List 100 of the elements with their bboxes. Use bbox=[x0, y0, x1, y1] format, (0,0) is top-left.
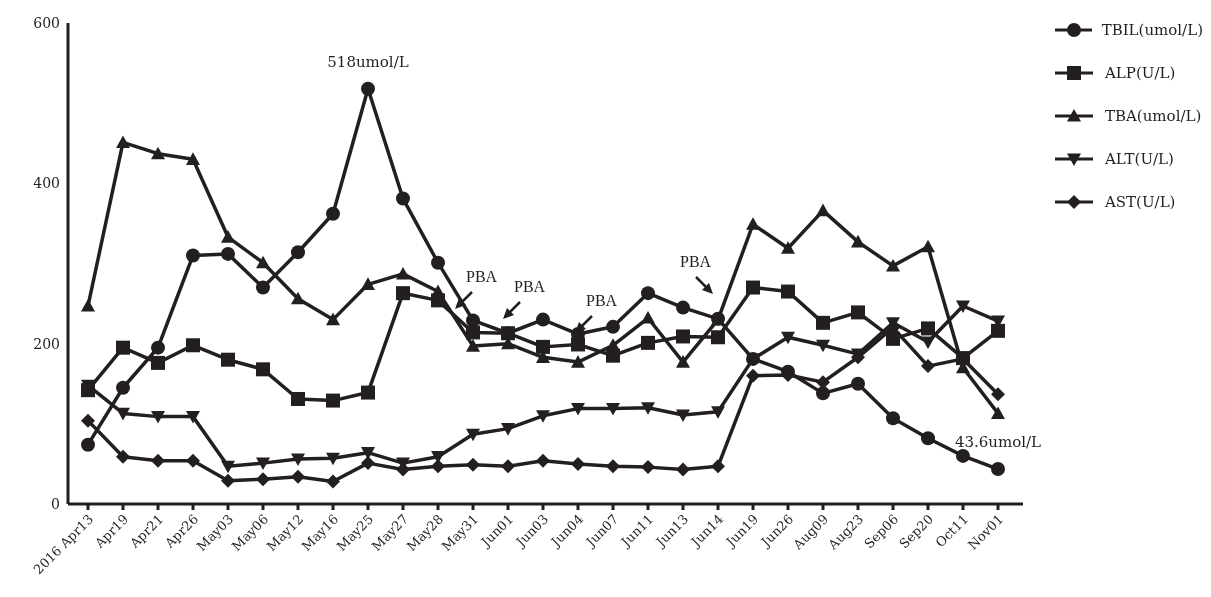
point bbox=[501, 326, 515, 341]
point bbox=[851, 376, 865, 391]
point bbox=[431, 459, 445, 474]
point bbox=[291, 469, 305, 484]
point bbox=[116, 135, 130, 149]
point bbox=[221, 460, 235, 474]
point bbox=[641, 402, 655, 415]
y-tick-label: 600 bbox=[33, 14, 60, 31]
point bbox=[851, 305, 865, 320]
point bbox=[641, 286, 655, 301]
point bbox=[81, 437, 95, 452]
point bbox=[361, 277, 375, 290]
point bbox=[186, 338, 200, 353]
point bbox=[291, 453, 305, 467]
point bbox=[606, 459, 620, 474]
point bbox=[921, 359, 935, 374]
point bbox=[256, 472, 270, 487]
point bbox=[326, 452, 340, 466]
point bbox=[326, 312, 340, 326]
point bbox=[291, 391, 305, 406]
point bbox=[396, 286, 410, 301]
point bbox=[921, 431, 935, 446]
point bbox=[816, 386, 830, 401]
point bbox=[151, 146, 165, 160]
point bbox=[221, 473, 235, 488]
point bbox=[746, 217, 760, 230]
point bbox=[536, 339, 550, 354]
point bbox=[466, 457, 480, 472]
point bbox=[816, 203, 830, 217]
point bbox=[641, 460, 655, 475]
point bbox=[116, 340, 130, 355]
point bbox=[256, 457, 270, 471]
point bbox=[921, 239, 935, 253]
point bbox=[466, 428, 480, 442]
point bbox=[571, 337, 585, 352]
point bbox=[816, 315, 830, 330]
point bbox=[676, 329, 690, 344]
point bbox=[816, 339, 830, 353]
point bbox=[151, 355, 165, 370]
point bbox=[781, 284, 795, 299]
point bbox=[221, 246, 235, 261]
point bbox=[536, 312, 550, 327]
point bbox=[606, 403, 620, 416]
point bbox=[326, 206, 340, 221]
y-tick-label: 400 bbox=[33, 175, 60, 192]
point bbox=[291, 245, 305, 260]
point bbox=[606, 338, 620, 351]
legend-label: TBIL(umol/L) bbox=[1101, 20, 1203, 39]
annotation: PBA bbox=[680, 253, 712, 271]
point bbox=[326, 474, 340, 489]
point bbox=[396, 191, 410, 206]
point bbox=[711, 406, 725, 419]
point bbox=[256, 280, 270, 295]
legend-label: TBA(umol/L) bbox=[1105, 106, 1202, 125]
point bbox=[956, 300, 970, 313]
point bbox=[361, 81, 375, 96]
point bbox=[886, 331, 900, 346]
point bbox=[221, 230, 235, 243]
point bbox=[361, 385, 375, 400]
point bbox=[921, 321, 935, 336]
point bbox=[186, 411, 200, 424]
point bbox=[676, 300, 690, 315]
point bbox=[501, 459, 515, 474]
point bbox=[466, 313, 480, 328]
point bbox=[641, 335, 655, 350]
point bbox=[886, 258, 900, 272]
point bbox=[921, 336, 935, 350]
point bbox=[991, 406, 1005, 420]
y-tick-label: 200 bbox=[33, 335, 60, 352]
point bbox=[361, 447, 375, 460]
point bbox=[956, 448, 970, 463]
point bbox=[151, 411, 165, 424]
point bbox=[536, 410, 550, 423]
data-label: 518umol/L bbox=[327, 52, 409, 71]
point bbox=[361, 456, 375, 471]
point bbox=[186, 453, 200, 468]
legend-label: ALT(U/L) bbox=[1105, 149, 1174, 168]
point bbox=[291, 291, 305, 305]
point bbox=[151, 340, 165, 355]
point bbox=[711, 459, 725, 474]
point bbox=[116, 449, 130, 464]
point bbox=[851, 234, 865, 248]
point bbox=[571, 355, 585, 368]
point bbox=[676, 409, 690, 423]
point bbox=[781, 241, 795, 254]
point bbox=[116, 407, 130, 421]
point bbox=[431, 255, 445, 270]
point bbox=[746, 368, 760, 383]
point bbox=[501, 423, 515, 436]
annotation: PBA bbox=[586, 292, 618, 310]
point bbox=[466, 325, 480, 340]
point bbox=[81, 298, 95, 312]
point bbox=[991, 462, 1005, 477]
annotation: PBA bbox=[514, 278, 546, 296]
point bbox=[326, 393, 340, 408]
point bbox=[676, 355, 690, 368]
point bbox=[396, 266, 410, 280]
point bbox=[536, 453, 550, 468]
point bbox=[641, 311, 655, 324]
point bbox=[466, 339, 480, 352]
